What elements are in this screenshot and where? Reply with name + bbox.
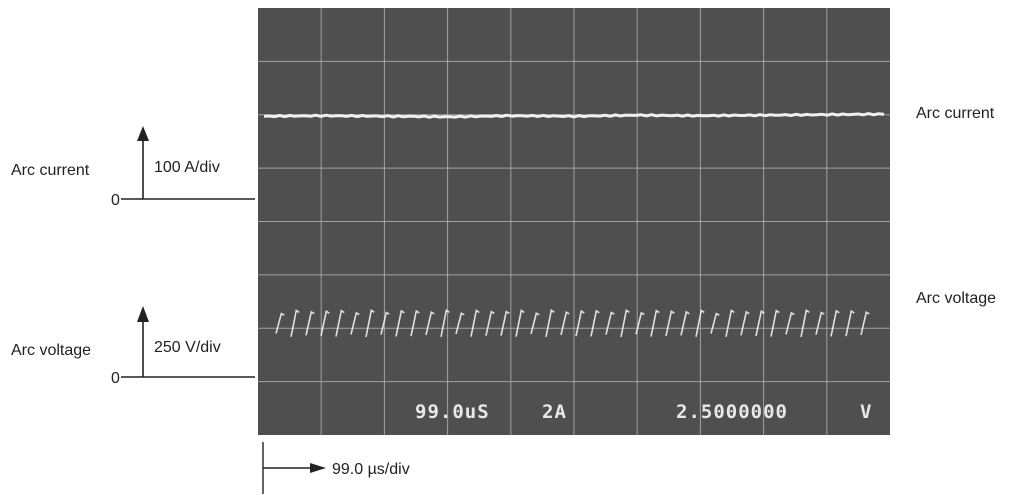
voltage-arrow-head [137, 306, 149, 322]
readout-value: 2.5000000 [676, 401, 788, 423]
time-arrow-head [310, 463, 326, 473]
oscilloscope-screen: 99.0uS 2A 2.5000000 V [258, 8, 890, 435]
current-scale-label: 100 A/div [154, 159, 220, 176]
time-scale-label: 99.0 µs/div [332, 461, 410, 478]
arc-current-trace [263, 112, 885, 119]
voltage-scale-label: 250 V/div [154, 339, 221, 356]
current-axis-label: Arc current [11, 162, 90, 179]
current-zero-label: 0 [111, 192, 120, 209]
current-axis-annotation: Arc current 100 A/div 0 [11, 126, 255, 209]
voltage-zero-label: 0 [111, 370, 120, 387]
current-trace-label: Arc current [916, 105, 995, 122]
arc-voltage-trace [275, 308, 870, 338]
readout-unit: V [860, 401, 872, 423]
voltage-trace-label: Arc voltage [916, 290, 996, 307]
readout-channel: 2A [542, 401, 567, 423]
voltage-axis-annotation: Arc voltage 250 V/div 0 [11, 306, 255, 387]
readout-timebase: 99.0uS [415, 401, 490, 423]
current-arrow-head [137, 126, 149, 141]
voltage-axis-label: Arc voltage [11, 342, 91, 359]
time-scale-annotation: 99.0 µs/div [262, 442, 410, 494]
